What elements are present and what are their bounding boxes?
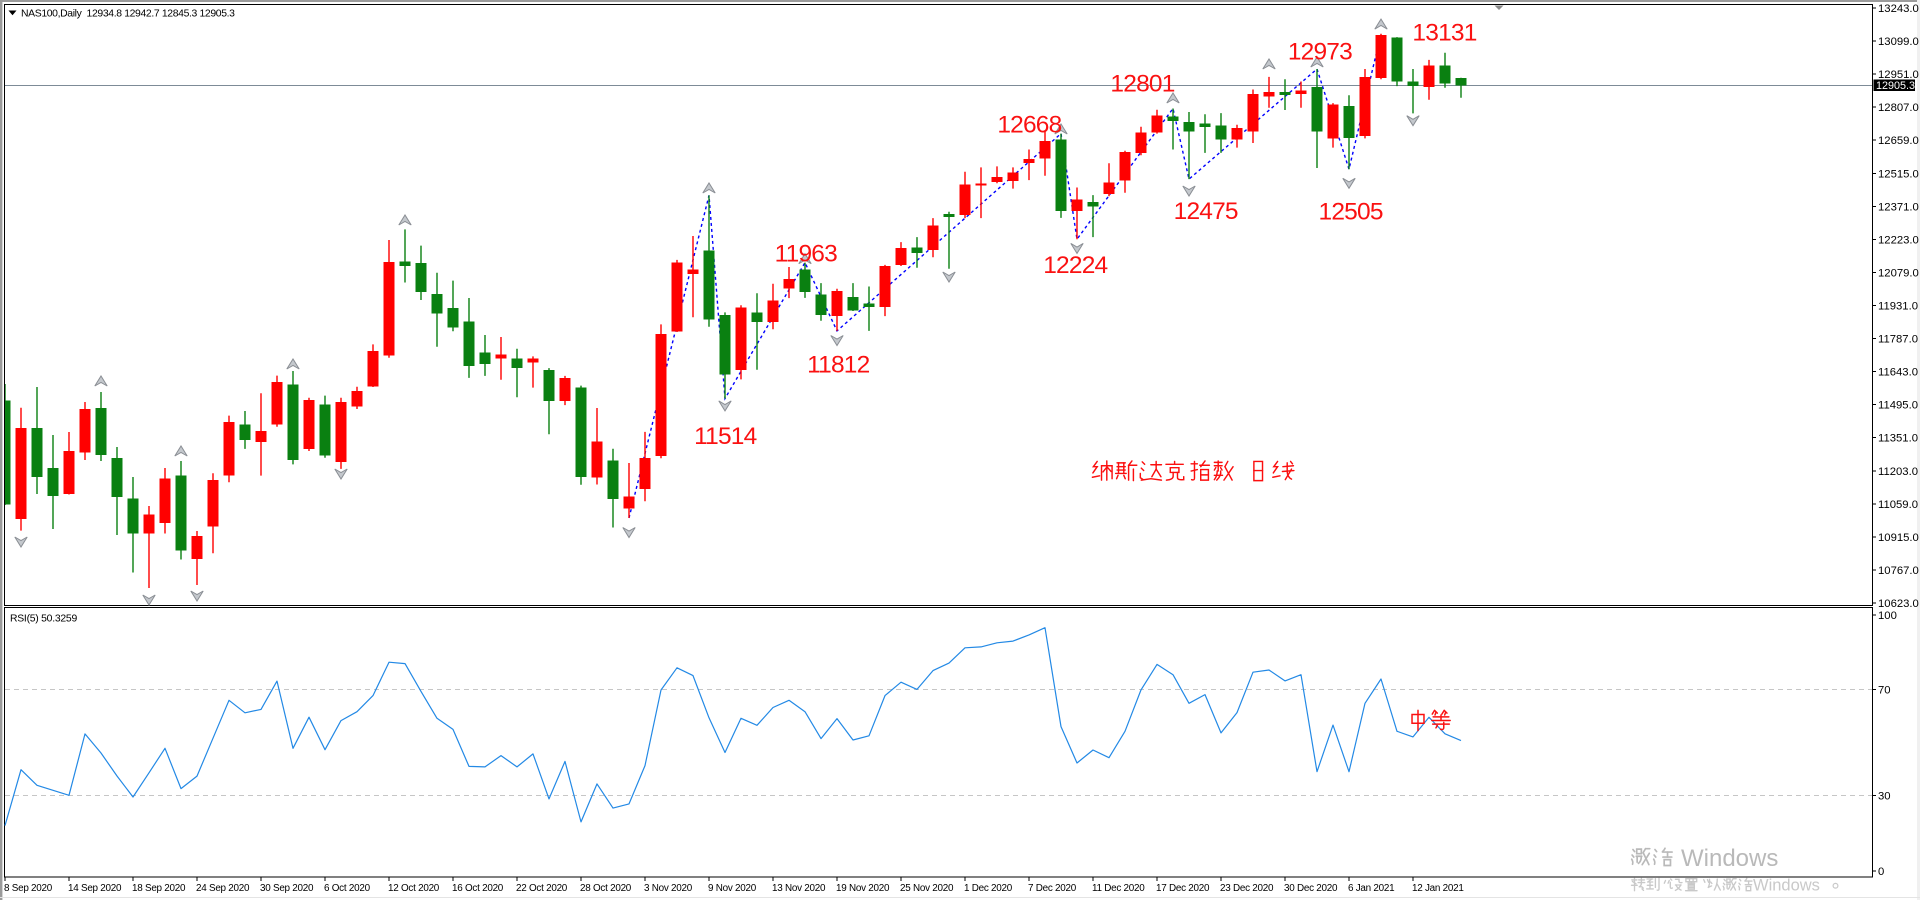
svg-text:28 Oct 2020: 28 Oct 2020 <box>580 883 632 894</box>
svg-text:10767.0: 10767.0 <box>1878 565 1919 577</box>
svg-text:11203.0: 11203.0 <box>1878 466 1918 478</box>
svg-text:16 Oct 2020: 16 Oct 2020 <box>452 883 504 894</box>
svg-text:17 Dec 2020: 17 Dec 2020 <box>1156 883 1210 894</box>
svg-text:11787.0: 11787.0 <box>1878 334 1918 346</box>
svg-text:12371.0: 12371.0 <box>1878 201 1919 213</box>
svg-text:3 Nov 2020: 3 Nov 2020 <box>644 883 693 894</box>
svg-text:13 Nov 2020: 13 Nov 2020 <box>772 883 826 894</box>
svg-text:11812: 11812 <box>807 352 869 379</box>
svg-text:13243.0: 13243.0 <box>1878 3 1919 15</box>
svg-text:30: 30 <box>1878 791 1891 803</box>
svg-text:NAS100,Daily 12934.8 12942.7: NAS100,Daily 12934.8 12942.7 12845.3 129… <box>21 8 235 19</box>
svg-text:12668: 12668 <box>997 112 1061 139</box>
svg-text:11351.0: 11351.0 <box>1878 433 1918 445</box>
svg-text:Windows: Windows <box>1753 877 1820 895</box>
svg-text:12659.0: 12659.0 <box>1878 135 1919 147</box>
svg-text:30 Dec 2020: 30 Dec 2020 <box>1284 883 1338 894</box>
svg-text:100: 100 <box>1878 610 1897 622</box>
svg-text:6 Oct 2020: 6 Oct 2020 <box>324 883 371 894</box>
svg-text:12475: 12475 <box>1174 198 1238 225</box>
svg-text:11 Dec 2020: 11 Dec 2020 <box>1092 883 1145 894</box>
svg-text:12807.0: 12807.0 <box>1878 102 1919 114</box>
svg-text:12223.0: 12223.0 <box>1878 234 1919 246</box>
svg-text:70: 70 <box>1878 685 1891 697</box>
svg-text:24 Sep 2020: 24 Sep 2020 <box>196 883 250 894</box>
svg-text:19 Nov 2020: 19 Nov 2020 <box>836 883 890 894</box>
svg-text:12515.0: 12515.0 <box>1878 168 1919 180</box>
svg-text:14 Sep 2020: 14 Sep 2020 <box>68 883 122 894</box>
svg-text:12224: 12224 <box>1043 252 1107 279</box>
svg-text:11931.0: 11931.0 <box>1878 301 1918 313</box>
svg-text:12973: 12973 <box>1288 38 1352 65</box>
svg-text:13131: 13131 <box>1412 20 1476 47</box>
svg-text:25 Nov 2020: 25 Nov 2020 <box>900 883 954 894</box>
svg-text:10915.0: 10915.0 <box>1878 532 1919 544</box>
svg-text:12505: 12505 <box>1319 198 1383 225</box>
svg-text:9 Nov 2020: 9 Nov 2020 <box>708 883 757 894</box>
svg-text:13099.0: 13099.0 <box>1878 36 1919 48</box>
svg-text:11495.0: 11495.0 <box>1878 400 1918 412</box>
svg-text:0: 0 <box>1878 866 1884 878</box>
svg-text:23 Dec 2020: 23 Dec 2020 <box>1220 883 1274 894</box>
svg-text:22 Oct 2020: 22 Oct 2020 <box>516 883 568 894</box>
svg-text:Windows: Windows <box>1681 845 1778 872</box>
svg-text:30 Sep 2020: 30 Sep 2020 <box>260 883 314 894</box>
svg-text:11963: 11963 <box>775 241 837 268</box>
svg-text:12 Oct 2020: 12 Oct 2020 <box>388 883 440 894</box>
svg-text:7 Dec 2020: 7 Dec 2020 <box>1028 883 1077 894</box>
svg-text:1 Dec 2020: 1 Dec 2020 <box>964 883 1013 894</box>
svg-text:6 Jan 2021: 6 Jan 2021 <box>1348 883 1395 894</box>
svg-text:12951.0: 12951.0 <box>1878 69 1919 81</box>
svg-text:12079.0: 12079.0 <box>1878 267 1919 279</box>
svg-text:18 Sep 2020: 18 Sep 2020 <box>132 883 186 894</box>
svg-text:11643.0: 11643.0 <box>1878 367 1918 379</box>
svg-text:12 Jan 2021: 12 Jan 2021 <box>1412 883 1464 894</box>
svg-text:10623.0: 10623.0 <box>1878 598 1919 610</box>
svg-text:8 Sep 2020: 8 Sep 2020 <box>4 883 53 894</box>
svg-text:11514: 11514 <box>694 423 756 450</box>
svg-text:12905.3: 12905.3 <box>1876 80 1915 92</box>
svg-text:11059.0: 11059.0 <box>1878 499 1918 511</box>
svg-text:12801: 12801 <box>1110 71 1174 98</box>
svg-text:RSI(5) 50.3259: RSI(5) 50.3259 <box>10 614 77 625</box>
